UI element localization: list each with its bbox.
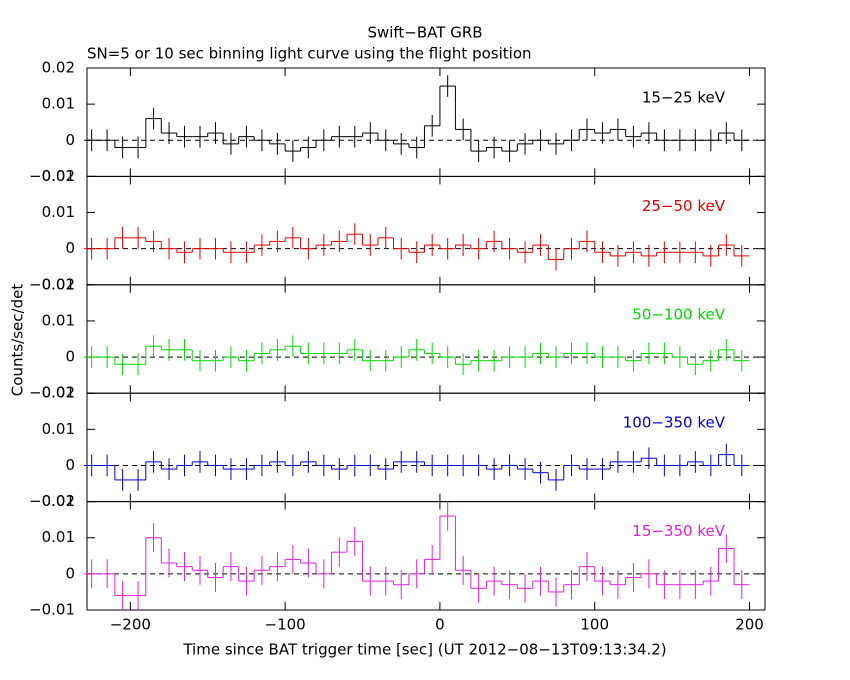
x-tick-label: 0 — [435, 616, 445, 634]
y-tick-label: 0.02 — [42, 384, 75, 402]
panel-frame — [86, 284, 766, 394]
y-tick-label: 0 — [65, 239, 75, 257]
y-tick-label: 0.01 — [42, 311, 75, 329]
y-tick-label: −0.01 — [29, 275, 75, 293]
chart-subtitle: SN=5 or 10 sec binning light curve using… — [87, 45, 532, 63]
chart-title: Swift−BAT GRB — [367, 24, 482, 42]
y-tick-label: −0.01 — [29, 492, 75, 510]
panel-label: 25−50 keV — [642, 197, 726, 215]
y-tick-label: 0.01 — [42, 95, 75, 113]
y-tick-label: 0 — [65, 564, 75, 582]
x-tick-label: 100 — [580, 616, 609, 634]
y-tick-label: 0.02 — [42, 59, 75, 77]
y-tick-label: 0.02 — [42, 167, 75, 185]
y-tick-label: 0.02 — [42, 492, 75, 510]
x-tick-label: 200 — [735, 616, 764, 634]
y-tick-label: 0.01 — [42, 528, 75, 546]
panel-label: 15−350 keV — [632, 522, 725, 540]
y-tick-label: −0.01 — [29, 384, 75, 402]
y-tick-label: 0.02 — [42, 275, 75, 293]
y-tick-label: 0 — [65, 348, 75, 366]
panel-label: 50−100 keV — [632, 305, 725, 323]
panel-label: 100−350 keV — [623, 414, 726, 432]
panel-frame — [86, 392, 766, 503]
x-axis-label: Time since BAT trigger time [sec] (UT 20… — [182, 641, 666, 659]
x-tick-label: −100 — [265, 616, 306, 634]
y-tick-label: −0.01 — [29, 167, 75, 185]
y-tick-label: 0.01 — [42, 203, 75, 221]
y-tick-label: −0.01 — [29, 601, 75, 619]
panel-frame — [86, 67, 766, 177]
panel-frame — [86, 175, 766, 286]
x-tick-label: −200 — [110, 616, 151, 634]
y-axis-label: Counts/sec/det — [9, 284, 27, 397]
panel-label: 15−25 keV — [642, 89, 726, 107]
panel-frame — [86, 501, 766, 611]
y-tick-label: 0.01 — [42, 420, 75, 438]
y-tick-label: 0 — [65, 456, 75, 474]
y-tick-label: 0 — [65, 131, 75, 149]
